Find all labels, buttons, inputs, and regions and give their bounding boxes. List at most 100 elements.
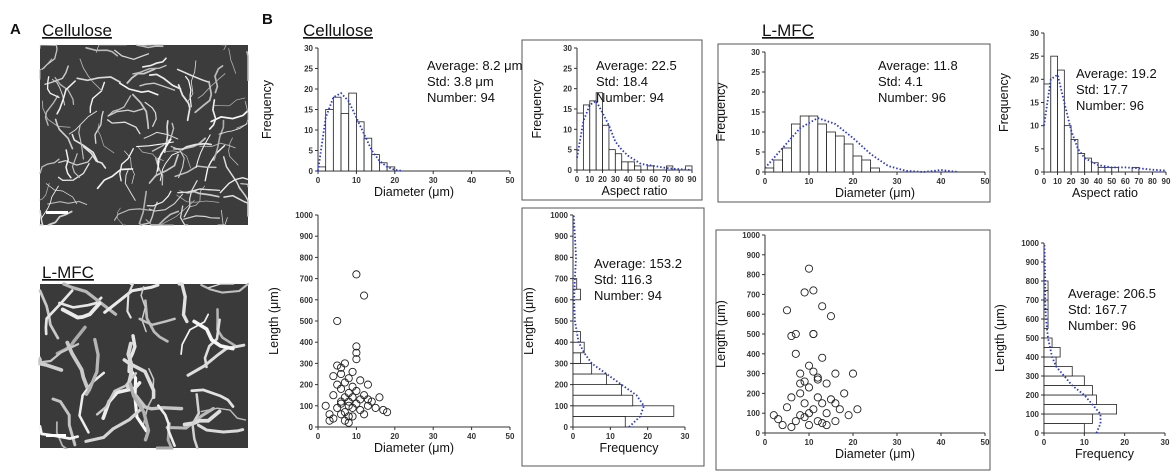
scatter-point bbox=[796, 389, 805, 398]
y-tick-label: 30 bbox=[304, 44, 313, 53]
fiber bbox=[236, 101, 249, 129]
fiber bbox=[95, 44, 127, 53]
fiber bbox=[197, 73, 226, 99]
scatter-point bbox=[796, 379, 805, 388]
x-tick-label: 0 bbox=[763, 438, 768, 447]
y-tick-label: 1000 bbox=[550, 211, 568, 220]
scatter-point bbox=[791, 417, 800, 426]
fiber bbox=[114, 49, 150, 60]
scatter-point bbox=[333, 316, 342, 326]
fiber bbox=[138, 317, 176, 327]
fiber bbox=[44, 65, 69, 86]
fiber bbox=[139, 201, 158, 226]
fiber bbox=[128, 382, 151, 442]
scatter-point bbox=[333, 380, 342, 389]
y-tick-label: 400 bbox=[1026, 353, 1040, 362]
x-tick-label: 70 bbox=[662, 175, 671, 184]
scatter-point bbox=[344, 401, 353, 410]
y-tick-label: 900 bbox=[747, 251, 761, 260]
fiber bbox=[208, 283, 235, 289]
fiber bbox=[126, 282, 135, 319]
fiber bbox=[108, 95, 132, 117]
y-tick-label: 600 bbox=[300, 296, 314, 305]
fit-curve bbox=[764, 117, 959, 173]
y-tick-label: 200 bbox=[300, 381, 314, 390]
fiber bbox=[41, 44, 58, 70]
x-tick-label: 60 bbox=[1121, 177, 1130, 186]
fiber bbox=[45, 183, 78, 205]
fiber bbox=[217, 217, 228, 226]
scatter-point bbox=[791, 329, 800, 339]
x-tick-label: 50 bbox=[506, 432, 515, 441]
fiber bbox=[228, 48, 237, 74]
fiber bbox=[246, 50, 249, 82]
scatter-point bbox=[336, 384, 346, 393]
scatter-point bbox=[356, 405, 365, 415]
histogram-bar bbox=[1043, 280, 1049, 291]
scatter-point bbox=[826, 395, 836, 404]
y-axis-label: Frequency bbox=[260, 79, 274, 139]
fiber bbox=[179, 205, 189, 226]
fiber bbox=[78, 124, 84, 160]
fiber bbox=[219, 176, 249, 194]
x-tick-label: 50 bbox=[981, 438, 990, 447]
histogram-bar bbox=[1043, 423, 1085, 434]
fiber bbox=[195, 134, 211, 169]
y-axis-label: Length (μm) bbox=[714, 300, 728, 368]
scatter-point bbox=[352, 348, 361, 357]
x-tick-label: 20 bbox=[849, 438, 858, 447]
y-tick-label: 1000 bbox=[1021, 239, 1039, 248]
panel-frame bbox=[521, 207, 705, 467]
fiber bbox=[55, 421, 69, 449]
histogram-bar bbox=[1063, 125, 1072, 173]
fiber bbox=[200, 282, 250, 294]
fiber bbox=[41, 100, 71, 128]
scatter-point bbox=[800, 413, 809, 422]
histogram-bar bbox=[572, 394, 634, 407]
annotation: Number: 96 bbox=[1076, 98, 1144, 113]
histogram-bar bbox=[791, 123, 801, 173]
y-tick-label: 500 bbox=[300, 317, 314, 326]
fiber bbox=[184, 75, 192, 108]
x-tick-label: 60 bbox=[649, 175, 658, 184]
scatter-point bbox=[818, 399, 827, 408]
fiber bbox=[199, 142, 236, 149]
fiber bbox=[222, 156, 241, 190]
histogram-bar bbox=[614, 153, 623, 171]
x-tick-label: 10 bbox=[352, 176, 361, 185]
annotation: Number: 94 bbox=[594, 288, 662, 303]
annotation: Std: 3.8 μm bbox=[427, 74, 494, 89]
scale-bar bbox=[46, 434, 66, 437]
scatter-point bbox=[809, 367, 818, 376]
y-tick-label: 600 bbox=[1026, 315, 1040, 324]
scatter-point bbox=[796, 369, 805, 378]
scatter-point bbox=[352, 342, 361, 351]
fiber bbox=[174, 165, 217, 178]
scatter-point bbox=[818, 353, 827, 362]
histogram-bar bbox=[572, 384, 622, 396]
histogram-bar bbox=[572, 415, 626, 428]
fiber bbox=[76, 76, 121, 83]
y-tick-label: 30 bbox=[751, 48, 760, 57]
panel-label: B bbox=[262, 11, 273, 28]
histogram-bar bbox=[870, 167, 880, 173]
fiber bbox=[144, 299, 169, 343]
y-tick-label: 25 bbox=[304, 65, 313, 74]
fiber bbox=[54, 118, 74, 150]
scatter-point bbox=[831, 399, 840, 408]
histogram-bar bbox=[1043, 337, 1053, 348]
scatter-point bbox=[352, 386, 361, 396]
y-tick-label: 800 bbox=[555, 253, 569, 262]
scatter-point bbox=[813, 375, 822, 384]
histogram-bar bbox=[826, 131, 836, 173]
scatter-point bbox=[787, 331, 796, 341]
y-tick-label: 15 bbox=[751, 108, 760, 117]
scatter-point bbox=[800, 288, 809, 297]
fiber bbox=[68, 110, 98, 135]
y-tick-label: 15 bbox=[563, 105, 572, 114]
scatter-point bbox=[329, 372, 338, 381]
scatter-point bbox=[379, 405, 388, 415]
scatter-point bbox=[822, 421, 831, 430]
y-tick-label: 0 bbox=[564, 423, 569, 432]
y-axis-label: Frequency bbox=[714, 82, 728, 142]
